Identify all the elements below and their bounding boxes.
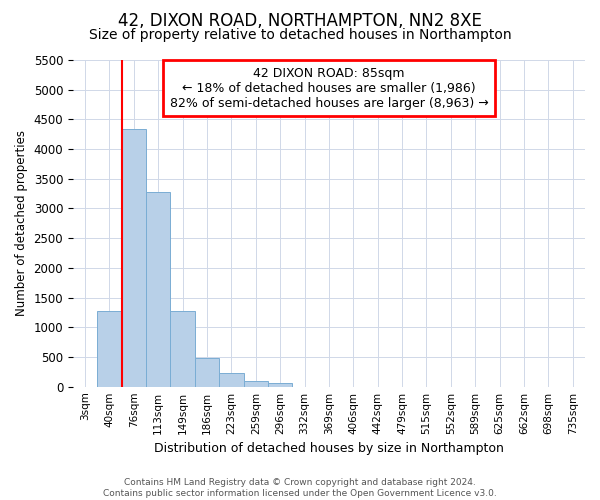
Bar xyxy=(97,311,122,386)
Text: 42, DIXON ROAD, NORTHAMPTON, NN2 8XE: 42, DIXON ROAD, NORTHAMPTON, NN2 8XE xyxy=(118,12,482,30)
Bar xyxy=(122,130,146,386)
Bar xyxy=(195,358,219,386)
Bar xyxy=(268,383,292,386)
Text: Size of property relative to detached houses in Northampton: Size of property relative to detached ho… xyxy=(89,28,511,42)
Bar xyxy=(146,192,170,386)
Bar xyxy=(219,373,244,386)
X-axis label: Distribution of detached houses by size in Northampton: Distribution of detached houses by size … xyxy=(154,442,504,455)
Text: 42 DIXON ROAD: 85sqm
← 18% of detached houses are smaller (1,986)
82% of semi-de: 42 DIXON ROAD: 85sqm ← 18% of detached h… xyxy=(170,66,488,110)
Y-axis label: Number of detached properties: Number of detached properties xyxy=(15,130,28,316)
Text: Contains HM Land Registry data © Crown copyright and database right 2024.
Contai: Contains HM Land Registry data © Crown c… xyxy=(103,478,497,498)
Bar xyxy=(170,310,195,386)
Bar xyxy=(244,381,268,386)
